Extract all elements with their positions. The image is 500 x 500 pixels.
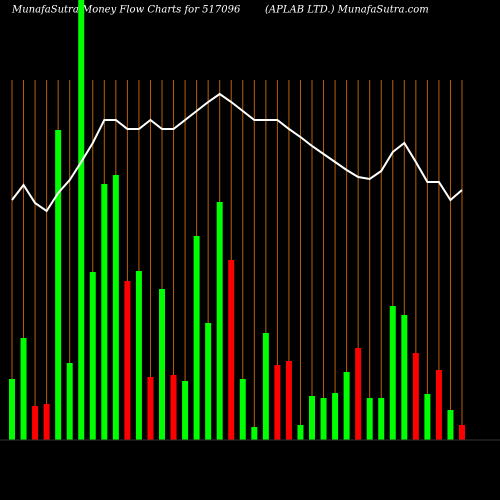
bar [9, 379, 15, 440]
bar [101, 184, 108, 440]
chart-title: MunafaSutra Money Flow Charts for 517096 [11, 5, 241, 16]
bar [228, 260, 235, 440]
bar [424, 394, 431, 440]
bar [297, 425, 304, 440]
bar [112, 175, 119, 440]
bar [135, 271, 142, 440]
bar [193, 236, 200, 440]
bar [32, 406, 39, 440]
bar [435, 370, 442, 440]
bar [378, 398, 385, 440]
bar [147, 377, 154, 440]
bar [239, 379, 246, 440]
bar [159, 289, 165, 440]
bar [320, 398, 327, 440]
bar [205, 323, 212, 440]
bar [447, 410, 454, 440]
bar [78, 0, 85, 440]
bar [262, 333, 269, 440]
bar [170, 375, 177, 440]
bar [343, 372, 350, 440]
bar [401, 315, 408, 440]
bar [274, 365, 281, 440]
bar [66, 363, 73, 440]
bar [89, 272, 96, 440]
bar [355, 348, 362, 440]
bar [182, 381, 189, 440]
bar [20, 338, 27, 440]
money-flow-line [11, 92, 463, 213]
bar [216, 202, 223, 440]
bar [366, 398, 373, 440]
bar [459, 425, 465, 440]
bar [285, 361, 292, 440]
bar [389, 306, 396, 440]
bar [332, 393, 339, 440]
chart-subtitle: (APLAB LTD.) MunafaSutra.com [265, 5, 429, 16]
bar [124, 281, 131, 440]
plot [0, 0, 500, 441]
bar [43, 404, 50, 440]
bar [309, 396, 315, 440]
bar [55, 130, 62, 440]
bar [412, 353, 419, 440]
bar [251, 427, 258, 440]
